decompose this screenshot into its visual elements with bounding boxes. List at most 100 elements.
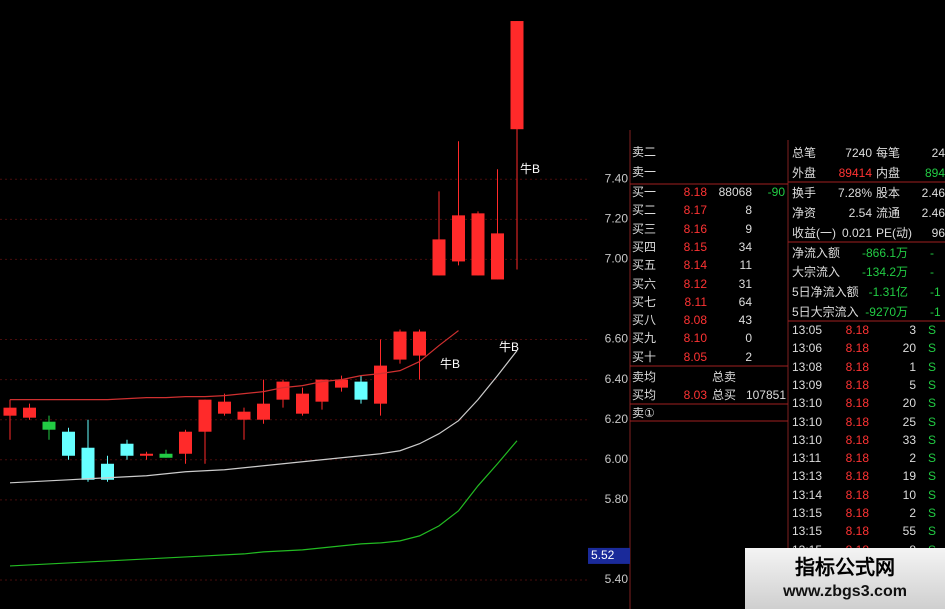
book-label: 买三 <box>632 221 657 236</box>
candle-body <box>374 365 387 404</box>
book-price: 8.08 <box>683 313 707 328</box>
candle-body <box>42 421 56 430</box>
trade-side: S <box>928 341 937 356</box>
signal-label: 牛B <box>440 356 460 371</box>
moving-average <box>9 350 518 484</box>
candle-body <box>510 21 524 130</box>
book-volume: 43 <box>738 313 752 328</box>
signal-label: 牛B <box>499 339 519 354</box>
book-price: 8.05 <box>683 349 707 364</box>
trade-time: 13:08 <box>792 359 823 374</box>
stat-label: -1 <box>930 285 941 300</box>
trade-time: 13:13 <box>792 469 823 484</box>
moving-average <box>9 440 518 567</box>
stat-label: - <box>930 245 934 260</box>
stat-value: -9270万 <box>865 305 908 320</box>
trade-time: 13:15 <box>792 524 823 539</box>
trade-price: 8.18 <box>845 377 869 392</box>
candle-body <box>491 233 504 280</box>
candle-body <box>23 407 36 418</box>
trade-price: 8.18 <box>845 432 869 447</box>
stat-label: 净流入额 <box>792 245 841 260</box>
stat-value: 7.28% <box>837 185 872 200</box>
trade-volume: 3 <box>909 323 916 337</box>
trade-price: 8.18 <box>845 359 869 374</box>
book-change: -90 <box>767 185 785 199</box>
stat-label: 大宗流入 <box>792 265 841 280</box>
moving-average <box>10 330 459 401</box>
stat-value: -866.1万 <box>861 245 908 260</box>
trade-price: 8.18 <box>845 451 869 466</box>
trade-side: S <box>928 487 937 502</box>
y-tick-label: 7.20 <box>605 212 629 226</box>
y-tick-label: 6.00 <box>605 452 629 466</box>
trade-side: S <box>928 432 937 447</box>
stat-label: PE(动) <box>876 225 913 240</box>
candle-body <box>276 381 290 400</box>
summary-value: 8.03 <box>683 388 707 402</box>
trade-volume: 5 <box>909 377 916 392</box>
y-tick-label: 6.40 <box>605 372 629 386</box>
book-price: 8.11 <box>684 294 707 309</box>
candle-body <box>335 379 348 388</box>
trade-time: 13:10 <box>792 414 823 429</box>
y-tick-label: 6.20 <box>605 412 629 426</box>
candle-body <box>218 401 231 414</box>
candle-body <box>315 379 329 402</box>
book-price: 8.15 <box>683 239 707 254</box>
y-tick-label: 5.40 <box>605 572 629 586</box>
y-tick-label: 7.40 <box>605 171 629 185</box>
stat-label: 5日大宗流入 <box>792 305 859 320</box>
candle-body <box>354 381 368 400</box>
trade-volume: 10 <box>902 487 916 502</box>
trade-volume: 19 <box>902 469 916 484</box>
stat-value: 7240 <box>845 146 872 160</box>
candle-body <box>413 331 426 356</box>
candle-body <box>159 453 173 458</box>
candle-body <box>120 443 134 456</box>
trade-price: 8.18 <box>845 396 869 411</box>
stat-label: 内盘 <box>876 165 901 180</box>
candle-body <box>432 239 446 276</box>
stat-label: 收益(一) <box>792 225 836 240</box>
book-price: 8.10 <box>683 331 707 346</box>
trade-price: 8.18 <box>845 414 869 429</box>
trade-time: 13:11 <box>792 451 822 466</box>
trade-time: 13:10 <box>792 396 823 411</box>
trade-price: 8.18 <box>845 469 869 484</box>
stat-label: 净资 <box>792 205 817 220</box>
trade-price: 8.18 <box>845 487 869 502</box>
stat-label: 流通 <box>876 205 901 220</box>
signal-label: 牛B <box>520 161 540 176</box>
trade-side: S <box>928 506 937 520</box>
trade-price: 8.18 <box>845 506 869 520</box>
trade-side: S <box>928 323 937 337</box>
summary-label: 总买 <box>712 388 737 402</box>
trade-volume: 33 <box>902 432 916 447</box>
trade-volume: 2 <box>909 451 916 466</box>
trade-side: S <box>928 359 937 374</box>
trade-price: 8.18 <box>845 524 869 539</box>
book-label: 买九 <box>632 331 657 346</box>
watermark-title: 指标公式网 <box>795 557 895 579</box>
trade-volume: 1 <box>909 359 916 374</box>
book-volume: 34 <box>738 239 752 254</box>
candle-body <box>257 403 270 420</box>
candle-body <box>452 215 465 262</box>
book-volume: 11 <box>739 258 752 273</box>
book-volume: 8 <box>745 203 752 218</box>
candle-body <box>81 447 95 480</box>
y-tick-label: 7.00 <box>605 252 629 266</box>
trade-time: 13:05 <box>792 323 823 337</box>
candle-body <box>237 411 251 420</box>
candle-body <box>101 463 114 480</box>
stat-label: - <box>930 265 934 280</box>
sell-label: 卖二 <box>632 145 657 159</box>
summary-label: 卖均 <box>632 370 657 384</box>
trade-side: S <box>928 469 937 484</box>
book-volume: 9 <box>745 221 752 236</box>
book-volume: 2 <box>745 349 752 364</box>
trade-volume: 2 <box>909 506 916 520</box>
summary-label: 买均 <box>632 388 657 402</box>
